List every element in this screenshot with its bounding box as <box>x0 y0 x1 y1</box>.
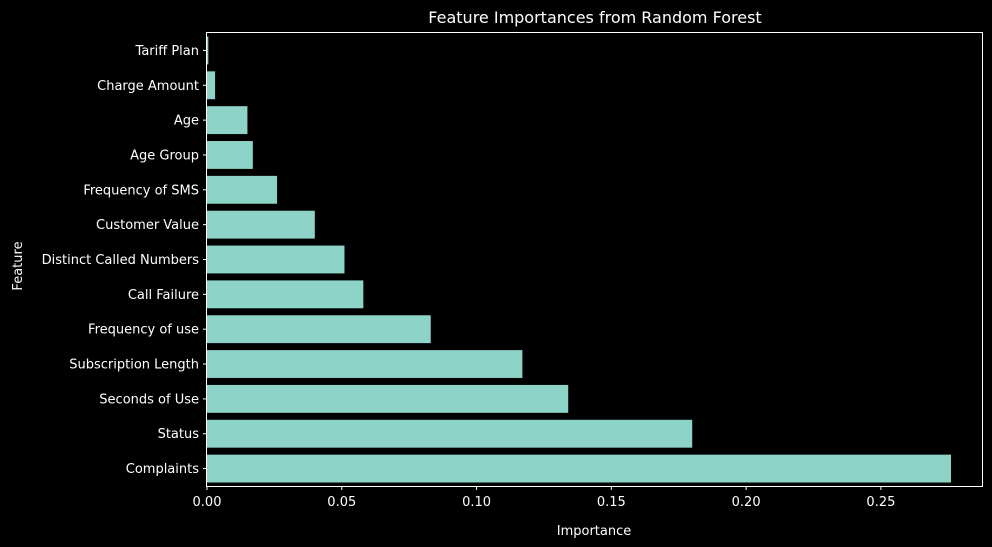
y-tick-label: Frequency of use <box>88 323 199 338</box>
y-tick-label: Frequency of SMS <box>83 183 199 198</box>
bar-frequency-of-use <box>207 315 431 344</box>
y-tick-label: Complaints <box>126 462 199 477</box>
x-axis: 0.00 0.05 0.10 0.15 0.20 0.25 <box>193 486 895 510</box>
y-tick-label: Call Failure <box>128 288 199 303</box>
x-tick-label: 0.10 <box>462 495 491 510</box>
y-tick-label: Age Group <box>130 148 199 163</box>
bar-status <box>207 419 693 448</box>
bar-complaints <box>207 454 951 483</box>
y-axis: Complaints Status Seconds of Use Subscripti… <box>42 44 207 477</box>
y-tick-label: Age <box>174 114 199 129</box>
y-tick-label: Customer Value <box>96 218 199 233</box>
bar-age-group <box>207 141 253 169</box>
y-tick-label: Charge Amount <box>97 79 199 94</box>
chart-title: Feature Importances from Random Forest <box>428 8 761 27</box>
y-tick-label: Subscription Length <box>69 358 199 373</box>
x-tick-label: 0.00 <box>193 495 222 510</box>
bar-seconds-of-use <box>207 384 569 413</box>
x-tick-label: 0.15 <box>597 495 626 510</box>
bar-tariff-plan <box>207 36 209 65</box>
bar-subscription-length <box>207 350 523 378</box>
y-tick-label: Tariff Plan <box>135 44 199 59</box>
bar-age <box>207 106 248 135</box>
x-tick-label: 0.20 <box>732 495 761 510</box>
bar-call-failure <box>207 280 364 309</box>
y-tick-label: Distinct Called Numbers <box>42 253 200 268</box>
x-tick-label: 0.05 <box>327 495 356 510</box>
bar-customer-value <box>207 210 315 239</box>
x-tick-label: 0.25 <box>866 495 895 510</box>
bar-frequency-of-sms <box>207 175 278 204</box>
bars-layer <box>207 36 951 483</box>
bar-distinct-called-numbers <box>207 245 345 274</box>
y-axis-label: Feature <box>11 241 26 290</box>
plot-frame <box>206 32 983 487</box>
bar-charge-amount <box>207 71 216 100</box>
y-tick-label: Status <box>158 427 200 442</box>
x-axis-label: Importance <box>557 524 632 539</box>
y-tick-label: Seconds of Use <box>99 392 199 407</box>
